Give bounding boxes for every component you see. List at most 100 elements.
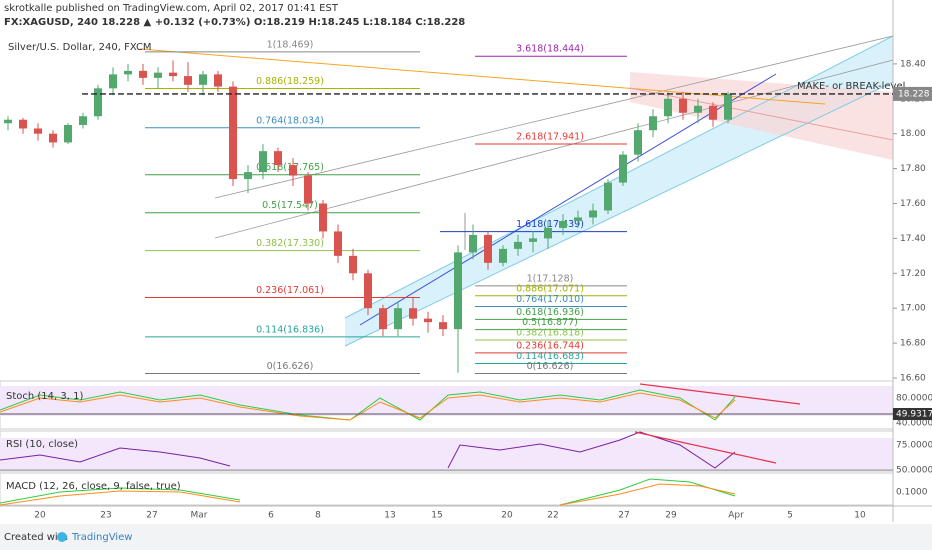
divergence-line — [639, 383, 801, 405]
candle-body — [34, 128, 42, 134]
candle-body — [409, 308, 417, 319]
fib-label: 0.114(16.836) — [256, 324, 324, 335]
y-tick-label: 17.00 — [900, 304, 926, 314]
fib-label: 0.382(16.818) — [516, 327, 584, 338]
candle-body — [454, 252, 462, 330]
rsi-band — [0, 438, 893, 470]
fib-label: 0.5(17.547) — [262, 200, 318, 211]
value-tag-label: 49.9317 — [896, 410, 932, 420]
indicator-tick: 80.0000 — [896, 394, 932, 404]
candle-body — [79, 116, 87, 125]
indicator-tick: 40.0000 — [896, 419, 932, 429]
fib-label: 0.764(17.010) — [516, 294, 584, 305]
candle-body — [559, 220, 567, 228]
candle-body — [679, 98, 687, 113]
candle-body — [709, 105, 717, 120]
candle-body — [319, 203, 327, 232]
y-tick-label: 17.40 — [900, 234, 926, 244]
macd-signal — [0, 490, 241, 506]
candle-body — [439, 322, 447, 330]
y-tick-label: 17.20 — [900, 269, 926, 279]
x-tick-label: 15 — [431, 511, 442, 521]
candle-body — [229, 86, 237, 180]
x-tick-label: 20 — [34, 511, 46, 521]
candle-body — [694, 105, 702, 113]
fib-label: 0.236(16.744) — [516, 340, 584, 351]
y-tick-label: 18.40 — [900, 59, 926, 69]
fib-label: 0.618(16.936) — [516, 307, 584, 318]
fib-label: 0.886(18.259) — [256, 76, 324, 87]
candle-body — [19, 119, 27, 129]
indicator-tick: 50.0000 — [896, 466, 932, 476]
rsi-line — [447, 431, 736, 469]
candle-body — [394, 308, 402, 330]
macd-signal — [559, 483, 736, 506]
stoch-band — [0, 386, 893, 416]
trend-line — [214, 59, 894, 239]
candle-body — [649, 116, 657, 131]
candle-body — [139, 70, 147, 78]
candle-body — [619, 154, 627, 183]
footer-text: Created with — [4, 532, 68, 543]
candle-body — [124, 70, 132, 75]
y-tick-label: 16.80 — [900, 339, 926, 349]
stoch-d — [0, 392, 736, 421]
x-tick-label: Mar — [191, 511, 208, 521]
x-tick-label: 27 — [618, 511, 629, 521]
price-tag-label: 18.228 — [898, 89, 930, 99]
fib-label: 0(16.626) — [527, 361, 574, 372]
divergence-line — [634, 431, 777, 464]
indicator-label: RSI (10, close) — [6, 439, 78, 450]
candle-body — [514, 241, 522, 249]
macd-line — [0, 487, 241, 504]
fib-label: 0.236(17.061) — [256, 285, 324, 296]
channel-line — [344, 81, 894, 347]
candle-body — [154, 72, 162, 78]
candle-body — [304, 175, 312, 204]
indicator-label: Stoch (14, 3, 1) — [6, 391, 83, 402]
fib-label: 2.618(17.941) — [516, 131, 584, 142]
annotation: MAKE- or BREAK-level — [797, 81, 905, 92]
candle-body — [4, 119, 12, 124]
trend-line — [214, 35, 894, 199]
candle-body — [334, 231, 342, 256]
fib-label: 0.764(18.034) — [256, 115, 324, 126]
candle-body — [49, 133, 57, 143]
price-tag — [893, 86, 932, 101]
logo — [57, 532, 67, 542]
candle-body — [379, 308, 387, 330]
y-tick-label: 16.60 — [900, 374, 926, 384]
header: skrotkalle published on TradingView.com,… — [4, 3, 339, 14]
value-tag — [893, 408, 932, 420]
x-tick-label: 13 — [384, 511, 395, 521]
footer-brand: TradingView — [71, 532, 132, 543]
fib-label: 3.618(18.444) — [516, 44, 584, 55]
trend-line — [359, 73, 777, 326]
header: FX:XAGUSD, 240 18.228 ▲ +0.132 (+0.73%) … — [4, 17, 465, 28]
fib-label: 0(16.626) — [267, 361, 314, 372]
candle-body — [424, 318, 432, 323]
y-tick-label: 17.60 — [900, 199, 926, 209]
fib-label: 0.382(17.330) — [256, 238, 324, 249]
fib-label: 0.114(16.683) — [516, 351, 584, 362]
candle-body — [184, 76, 192, 85]
candle-body — [169, 72, 177, 77]
fib-label: 1.618(17.439) — [516, 219, 584, 230]
y-tick-label: 17.80 — [900, 164, 926, 174]
candle-body — [364, 273, 372, 309]
x-tick-label: 22 — [547, 511, 558, 521]
indicator-tick: 75.0000 — [896, 441, 932, 451]
candle-body — [589, 210, 597, 218]
candle-body — [604, 182, 612, 211]
candle-body — [499, 248, 507, 263]
candle-body — [214, 74, 222, 87]
fib-label: 1(17.128) — [527, 273, 574, 284]
fib-label: 0.886(17.071) — [516, 283, 584, 294]
x-tick-label: 29 — [665, 511, 677, 521]
candle-body — [724, 93, 732, 120]
x-tick-label: 6 — [268, 511, 274, 521]
x-tick-label: 23 — [100, 511, 111, 521]
candle-body — [469, 234, 477, 253]
x-tick-label: Apr — [728, 511, 744, 521]
